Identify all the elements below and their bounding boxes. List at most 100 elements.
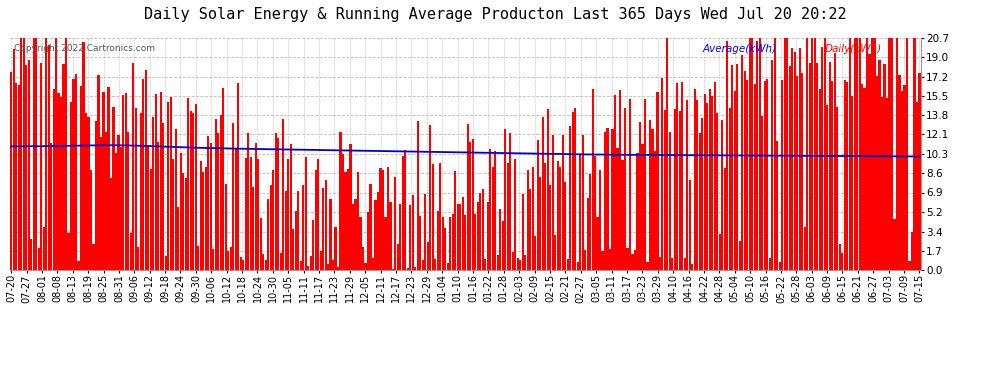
Bar	[225, 184, 227, 270]
Bar	[494, 152, 496, 270]
Bar	[38, 248, 40, 270]
Bar	[154, 93, 157, 270]
Bar	[272, 171, 274, 270]
Bar	[207, 136, 209, 270]
Bar	[274, 133, 277, 270]
Bar	[604, 132, 606, 270]
Bar	[140, 112, 142, 270]
Bar	[629, 99, 631, 270]
Bar	[107, 87, 110, 270]
Bar	[527, 170, 529, 270]
Bar	[561, 135, 563, 270]
Bar	[80, 87, 82, 270]
Bar	[542, 117, 544, 270]
Bar	[842, 253, 843, 270]
Bar	[459, 204, 461, 270]
Bar	[504, 129, 506, 270]
Bar	[619, 90, 621, 270]
Bar	[152, 117, 154, 270]
Bar	[72, 80, 74, 270]
Bar	[826, 105, 829, 270]
Bar	[230, 247, 232, 270]
Bar	[886, 98, 888, 270]
Bar	[846, 82, 848, 270]
Bar	[684, 258, 686, 270]
Bar	[732, 64, 734, 270]
Bar	[346, 169, 349, 270]
Bar	[739, 241, 741, 270]
Bar	[461, 196, 464, 270]
Bar	[342, 154, 345, 270]
Bar	[689, 180, 691, 270]
Bar	[354, 199, 356, 270]
Bar	[696, 100, 698, 270]
Bar	[128, 132, 130, 270]
Bar	[238, 83, 240, 270]
Bar	[661, 78, 663, 270]
Bar	[417, 121, 419, 270]
Bar	[566, 260, 568, 270]
Bar	[824, 38, 826, 270]
Bar	[325, 180, 327, 270]
Bar	[82, 42, 84, 270]
Bar	[632, 254, 634, 270]
Bar	[451, 214, 453, 270]
Bar	[524, 255, 527, 270]
Bar	[67, 233, 69, 270]
Text: Daily(kWh): Daily(kWh)	[825, 45, 882, 54]
Bar	[407, 268, 409, 270]
Bar	[159, 92, 162, 270]
Bar	[302, 185, 304, 270]
Bar	[546, 109, 548, 270]
Bar	[352, 204, 354, 270]
Bar	[412, 195, 414, 270]
Bar	[861, 84, 863, 270]
Bar	[637, 153, 639, 270]
Bar	[202, 172, 204, 270]
Bar	[110, 178, 112, 270]
Bar	[724, 168, 726, 270]
Bar	[648, 120, 651, 270]
Bar	[876, 76, 878, 270]
Bar	[719, 234, 721, 270]
Bar	[454, 171, 456, 270]
Bar	[761, 116, 763, 270]
Bar	[269, 184, 271, 270]
Bar	[709, 90, 711, 270]
Bar	[123, 94, 125, 270]
Bar	[756, 40, 758, 270]
Bar	[337, 267, 340, 270]
Bar	[437, 211, 439, 270]
Bar	[379, 168, 381, 270]
Bar	[118, 135, 120, 270]
Bar	[474, 214, 476, 270]
Bar	[809, 63, 811, 270]
Bar	[686, 100, 688, 270]
Bar	[579, 155, 581, 270]
Bar	[863, 87, 865, 270]
Bar	[100, 137, 102, 270]
Bar	[666, 38, 668, 270]
Bar	[514, 159, 516, 270]
Bar	[811, 38, 813, 270]
Bar	[377, 192, 379, 270]
Bar	[664, 110, 666, 270]
Bar	[138, 248, 140, 270]
Bar	[409, 205, 412, 270]
Bar	[200, 161, 202, 270]
Bar	[432, 164, 434, 270]
Bar	[559, 167, 561, 270]
Bar	[766, 79, 768, 270]
Bar	[819, 89, 821, 270]
Bar	[357, 172, 359, 270]
Bar	[397, 244, 399, 270]
Bar	[743, 71, 745, 270]
Bar	[806, 38, 808, 270]
Bar	[317, 159, 319, 270]
Bar	[145, 70, 147, 270]
Bar	[571, 112, 573, 270]
Bar	[210, 142, 212, 270]
Bar	[307, 266, 309, 270]
Bar	[349, 144, 351, 270]
Bar	[656, 92, 658, 270]
